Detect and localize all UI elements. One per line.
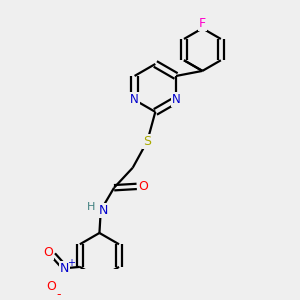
Text: N: N bbox=[130, 93, 139, 106]
Text: H: H bbox=[86, 202, 95, 212]
Text: S: S bbox=[143, 135, 151, 148]
Text: N: N bbox=[172, 93, 180, 106]
Text: F: F bbox=[199, 16, 206, 29]
Text: N: N bbox=[99, 204, 108, 217]
Text: O: O bbox=[46, 280, 56, 293]
Text: O: O bbox=[138, 180, 148, 193]
Text: -: - bbox=[56, 287, 61, 300]
Text: O: O bbox=[44, 246, 53, 259]
Text: +: + bbox=[67, 258, 75, 268]
Text: N: N bbox=[60, 262, 69, 275]
